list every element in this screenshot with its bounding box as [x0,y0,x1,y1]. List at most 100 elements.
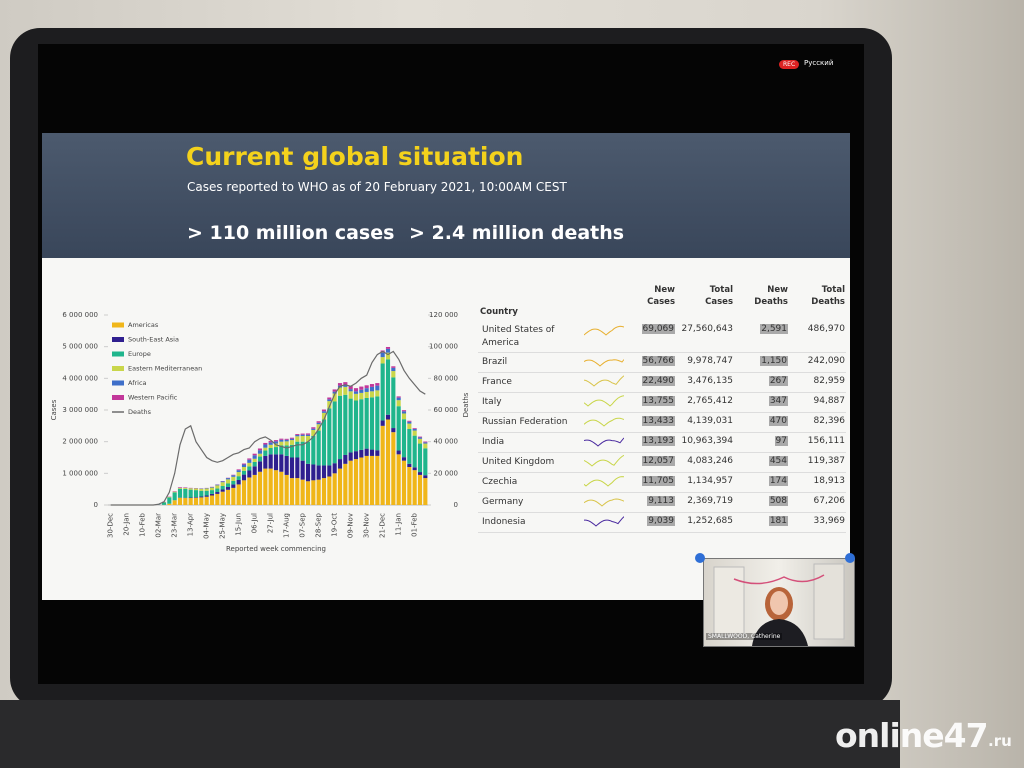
bar-segment [396,400,401,407]
legend-swatch [112,337,124,342]
bar-segment [305,434,311,436]
bar-segment [343,386,348,395]
column-header: Country [480,307,518,317]
bar-segment [284,474,289,505]
bar-segment [220,489,225,492]
y2-tick-label: 80 000 [434,374,459,382]
bar-segment [364,385,369,389]
bar-segment [417,474,423,505]
bar-segment [225,479,231,484]
bar-segment [337,459,343,469]
language-button[interactable]: Русский [804,59,834,67]
bar-segment [316,479,321,505]
bar-segment [337,395,343,460]
bar-segment [375,385,380,391]
bar-segment [321,412,327,420]
bar-segment [391,366,396,368]
x-tick-label: 07-Sep [299,512,307,537]
bar-segment [423,448,428,476]
bar-segment [401,419,407,458]
cell-value: 4,139,031 [687,416,733,426]
bar-segment [183,488,188,498]
expand-button[interactable] [695,553,705,563]
bar-segment [380,420,385,426]
y2-tick-label: 60 000 [434,406,459,414]
bar-segment [407,467,412,505]
bar-segment [423,475,428,479]
bar-segment [359,392,364,400]
bar-segment [327,476,332,505]
sparkline [584,437,624,447]
country-name: Germany [482,497,524,507]
bar-segment [375,450,380,456]
bar-segment [263,444,268,448]
bar-segment [401,460,407,505]
bar-segment [188,488,193,490]
bar-segment [284,441,289,446]
sparkline [584,417,624,427]
legend-swatch [112,395,124,400]
bar-segment [236,469,241,471]
bar-segment [204,495,209,497]
bar-segment [343,384,348,387]
bar-segment [236,479,241,485]
video-thumbnail[interactable] [703,558,855,647]
bar-segment [279,445,284,455]
bar-segment [359,389,364,393]
x-tick-label: 23-Mar [171,513,179,538]
bar-segment [412,467,417,471]
bar-segment [263,450,268,456]
bar-segment [375,383,380,386]
table-cell: 10,963,394 [681,436,733,446]
watermark: online47 [835,716,989,755]
bar-segment [343,454,348,464]
bar-segment [268,454,273,469]
cell-value: 13,193 [641,436,675,446]
country-name: France [482,377,512,387]
x-tick-label: 19-Oct [331,513,339,537]
country-name: United Kingdom [482,457,555,467]
bar-segment [204,490,209,496]
bar-segment [199,497,204,505]
bar-segment [401,411,407,414]
sparkline [584,325,624,336]
bar-segment [316,421,321,423]
y-tick-label: 1 000 000 [62,469,98,477]
y-tick-label: 3 000 000 [62,406,98,414]
cell-value: 11,705 [641,476,675,486]
bar-segment [396,406,401,451]
door [813,563,845,640]
bar-segment [220,491,225,505]
country-name: Brazil [482,357,508,367]
table-row: United Kingdom 12,057 4,083,246 454 119,387 [478,452,846,473]
bar-segment [231,487,236,505]
rec-indicator[interactable]: REC [779,60,800,69]
bar-segment [305,435,311,442]
bar-segment [369,455,375,505]
x-tick-label: 10-Feb [139,512,147,536]
bar-segment [284,438,289,440]
bar-segment [295,436,300,442]
bar-segment [401,413,407,420]
table-row: Indonesia 9,039 1,252,685 181 33,969 [478,512,846,533]
table-cell: 1,252,685 [687,516,733,526]
country-name: Czechia [482,477,518,487]
bar-segment [305,463,311,482]
table-cell: 9,978,747 [687,356,733,366]
bar-segment [423,478,428,505]
table-cell: 347 [768,396,788,406]
collapse-button[interactable] [845,553,855,563]
column-header: Total Cases [705,285,733,307]
cell-value: 33,969 [813,516,846,526]
column-header: New Cases [647,285,675,307]
bar-segment [300,479,305,505]
bar-segment [412,470,417,505]
face [770,591,788,615]
x-tick-label: 09-Nov [347,513,355,538]
bar-segment [407,421,412,424]
bar-segment [284,455,289,475]
column-header: New Deaths [754,285,788,307]
bar-segment [407,429,412,464]
bar-segment [289,437,295,439]
watermark-domain: .ru [988,732,1012,750]
